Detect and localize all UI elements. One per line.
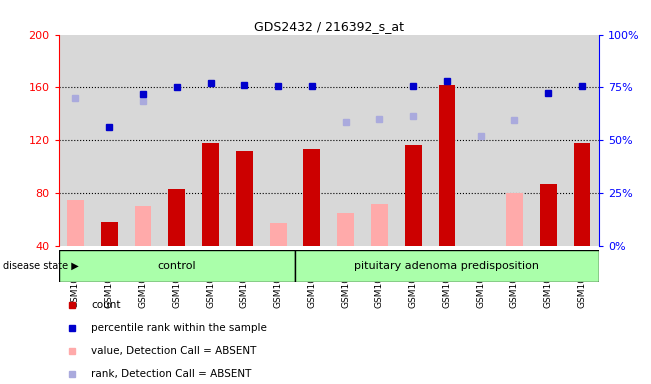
Bar bbox=[67, 200, 84, 246]
Bar bbox=[337, 213, 354, 246]
Text: control: control bbox=[158, 261, 196, 271]
Bar bbox=[371, 204, 388, 246]
Text: value, Detection Call = ABSENT: value, Detection Call = ABSENT bbox=[91, 346, 256, 356]
Text: rank, Detection Call = ABSENT: rank, Detection Call = ABSENT bbox=[91, 369, 251, 379]
Bar bbox=[135, 206, 152, 246]
Text: pituitary adenoma predisposition: pituitary adenoma predisposition bbox=[354, 261, 540, 271]
Title: GDS2432 / 216392_s_at: GDS2432 / 216392_s_at bbox=[254, 20, 404, 33]
Bar bbox=[202, 143, 219, 246]
Bar bbox=[439, 85, 456, 246]
Bar bbox=[169, 189, 186, 246]
FancyBboxPatch shape bbox=[295, 250, 599, 282]
Text: count: count bbox=[91, 300, 120, 310]
Bar bbox=[574, 143, 590, 246]
Bar bbox=[236, 151, 253, 246]
FancyBboxPatch shape bbox=[59, 250, 295, 282]
Text: disease state ▶: disease state ▶ bbox=[3, 261, 79, 271]
Bar bbox=[540, 184, 557, 246]
Bar bbox=[303, 149, 320, 246]
Bar bbox=[506, 193, 523, 246]
Bar bbox=[270, 223, 286, 246]
Text: percentile rank within the sample: percentile rank within the sample bbox=[91, 323, 267, 333]
Bar bbox=[405, 146, 422, 246]
Bar bbox=[101, 222, 118, 246]
